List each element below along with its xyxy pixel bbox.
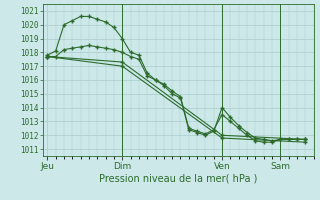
X-axis label: Pression niveau de la mer( hPa ): Pression niveau de la mer( hPa )	[99, 173, 258, 183]
